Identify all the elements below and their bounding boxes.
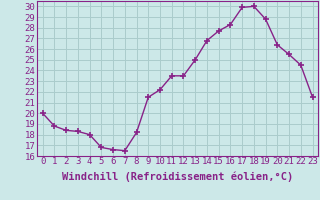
X-axis label: Windchill (Refroidissement éolien,°C): Windchill (Refroidissement éolien,°C) (62, 172, 293, 182)
